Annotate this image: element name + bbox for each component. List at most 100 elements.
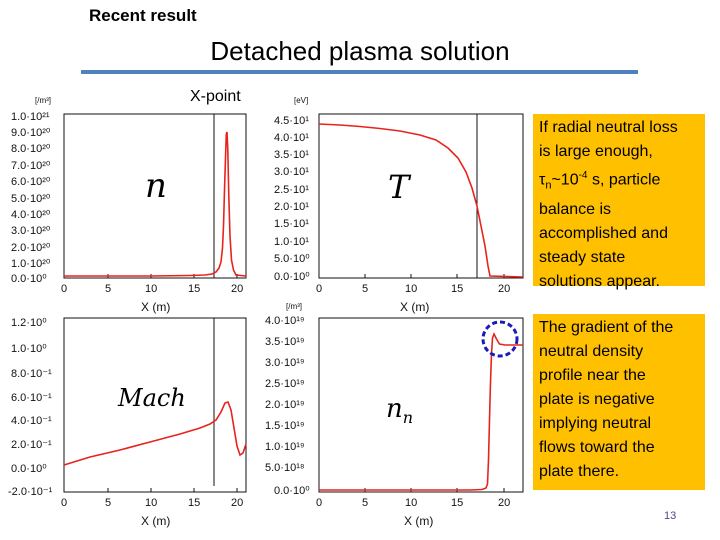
plot-nn-curve (319, 332, 523, 491)
plot-nn-label-main: n (386, 394, 403, 424)
note1-line: balance is (539, 200, 612, 218)
plot-mach-xtick: 10 (145, 497, 158, 509)
radial-loss-note: If radial neutral loss is large enough, … (533, 114, 705, 290)
plot-nn-xlabel: X (m) (404, 514, 434, 528)
plot-nn-ytick: 2.5·10¹⁹ (265, 378, 305, 390)
plot-n-ytick: 5.0·10²⁰ (11, 193, 51, 205)
plot-mach-ytick: 0.0·10⁰ (11, 463, 47, 475)
plot-n-ytick: 7.0·10²⁰ (11, 160, 51, 172)
plot-nn-ytick: 5.0·10¹⁸ (265, 462, 305, 474)
plot-T-ytick: 4.5·10¹ (274, 115, 309, 127)
plot-n-xtick: 0 (61, 283, 68, 295)
plot-nn-xtick: 20 (498, 497, 511, 509)
plot-n-ytick: 3.0·10²⁰ (11, 225, 51, 237)
plot-T-frame (318, 113, 524, 279)
plot-nn-xtick: 0 (316, 497, 323, 509)
plot-n-ytick: 6.0·10²⁰ (11, 176, 51, 188)
plot-mach-ytick: 2.0·10⁻¹ (11, 439, 52, 451)
plot-nn-label-sub: n (402, 408, 414, 428)
header-label: Recent result (89, 6, 197, 25)
plot-mach-xtick: 0 (61, 497, 68, 509)
note2-line: implying neutral (539, 415, 652, 432)
plot-nn-ytick: 1.0·10¹⁹ (265, 441, 305, 453)
plot-mach-xtick: 5 (105, 497, 112, 509)
plot-nn-xtick: 10 (405, 497, 418, 509)
note1-line: accomplished and (539, 224, 668, 242)
plot-T-ytick: 0.0·10⁰ (274, 271, 310, 283)
plot-T-xtick: 5 (362, 283, 369, 295)
slide-title: Detached plasma solution (210, 36, 510, 66)
plot-T-ytick: 5.0·10⁰ (274, 253, 310, 265)
plot-nn-unit: [/m³] (286, 302, 302, 311)
plot-T-ytick: 3.5·10¹ (274, 149, 309, 161)
note1-line: If radial neutral loss (539, 119, 678, 136)
plot-T-xtick: 20 (498, 283, 511, 295)
tau-symbol: τ (539, 171, 546, 189)
plot-mach-xtick: 15 (188, 497, 201, 509)
tau-subscript: n (545, 179, 552, 192)
plot-T-ytick: 4.0·10¹ (274, 132, 309, 144)
plot-T-ytick: 1.0·10¹ (274, 236, 309, 248)
plot-nn-ytick: 4.0·10¹⁹ (265, 315, 305, 327)
plot-n-unit: [/m³] (35, 96, 51, 105)
note1-line: is large enough, (539, 143, 653, 160)
xpoint-annotation: X-point (190, 88, 241, 105)
plot-n-frame (63, 113, 247, 279)
plot-nn-ytick: 3.5·10¹⁹ (265, 336, 305, 348)
plot-T-ytick: 1.5·10¹ (274, 218, 309, 230)
plot-T-curve (318, 123, 524, 278)
plot-T-xtick: 10 (405, 283, 418, 295)
page-number: 13 (664, 510, 677, 522)
plot-nn-ytick: 2.0·10¹⁹ (265, 399, 305, 411)
tau-exponent: -4 (578, 170, 588, 181)
plot-T-ytick: 2.0·10¹ (274, 201, 309, 213)
title-underline (81, 70, 638, 74)
plot-n-xtick: 5 (105, 283, 112, 295)
plot-T-ytick: 2.5·10¹ (274, 184, 309, 196)
plot-n-ytick: 0.0·10⁰ (11, 273, 47, 285)
plot-n-label: n (145, 166, 167, 206)
plot-T-xtick: 0 (316, 283, 323, 295)
tau-line-end: s, particle (587, 171, 661, 189)
plot-mach-xtick: 20 (231, 497, 244, 509)
plot-n-ytick: 9.0·10²⁰ (11, 127, 51, 139)
plot-mach-curve (63, 400, 247, 466)
plot-nn-ytick: 3.0·10¹⁹ (265, 357, 305, 369)
plot-n-ytick: 8.0·10²⁰ (11, 143, 51, 155)
plot-mach-ytick: 8.0·10⁻¹ (11, 368, 52, 380)
plot-nn-ytick: 1.5·10¹⁹ (265, 420, 305, 432)
plot-mach-ytick: 6.0·10⁻¹ (11, 392, 52, 404)
note2-line: plate is negative (539, 391, 655, 408)
plot-n-xtick: 15 (188, 283, 201, 295)
plot-n-xlabel: X (m) (141, 300, 171, 314)
plot-mach-ytick: -2.0·10⁻¹ (8, 486, 53, 498)
neutral-gradient-note: The gradient of the neutral density prof… (533, 314, 705, 490)
note2-line: profile near the (539, 367, 646, 384)
note2-line: flows toward the (539, 439, 655, 456)
note2-line: plate there. (539, 463, 620, 480)
plot-mach-ytick: 1.0·10⁰ (11, 343, 47, 355)
note1-line: solutions appear. (539, 272, 660, 290)
plot-mach-frame (63, 317, 247, 493)
nn-gradient-highlight-circle (481, 320, 519, 358)
plot-mach-label: Mach (118, 384, 186, 412)
plot-T-ytick: 3.0·10¹ (274, 166, 309, 178)
plot-T-xlabel: X (m) (400, 300, 430, 314)
plot-mach-xlabel: X (m) (141, 514, 171, 528)
plot-nn-xtick: 15 (451, 497, 464, 509)
note1-line: steady state (539, 248, 626, 266)
plot-nn-frame (318, 317, 524, 493)
plot-n-xtick: 10 (145, 283, 158, 295)
plot-T-unit: [eV] (294, 96, 309, 105)
plot-nn-xtick: 5 (362, 497, 369, 509)
plot-n-ytick: 1.0·10²⁰ (11, 258, 51, 270)
plot-n-curve (64, 131, 247, 277)
plot-n-ytick: 2.0·10²⁰ (11, 242, 51, 254)
plot-mach-ytick: 1.2·10⁰ (11, 317, 47, 329)
plot-mach-ytick: 4.0·10⁻¹ (11, 415, 52, 427)
plot-nn-ytick: 0.0·10⁰ (274, 485, 310, 497)
plot-n-ytick: 1.0·10²¹ (11, 111, 50, 123)
plot-nn-label: nn (386, 394, 413, 427)
plot-n-xtick: 20 (231, 283, 244, 295)
